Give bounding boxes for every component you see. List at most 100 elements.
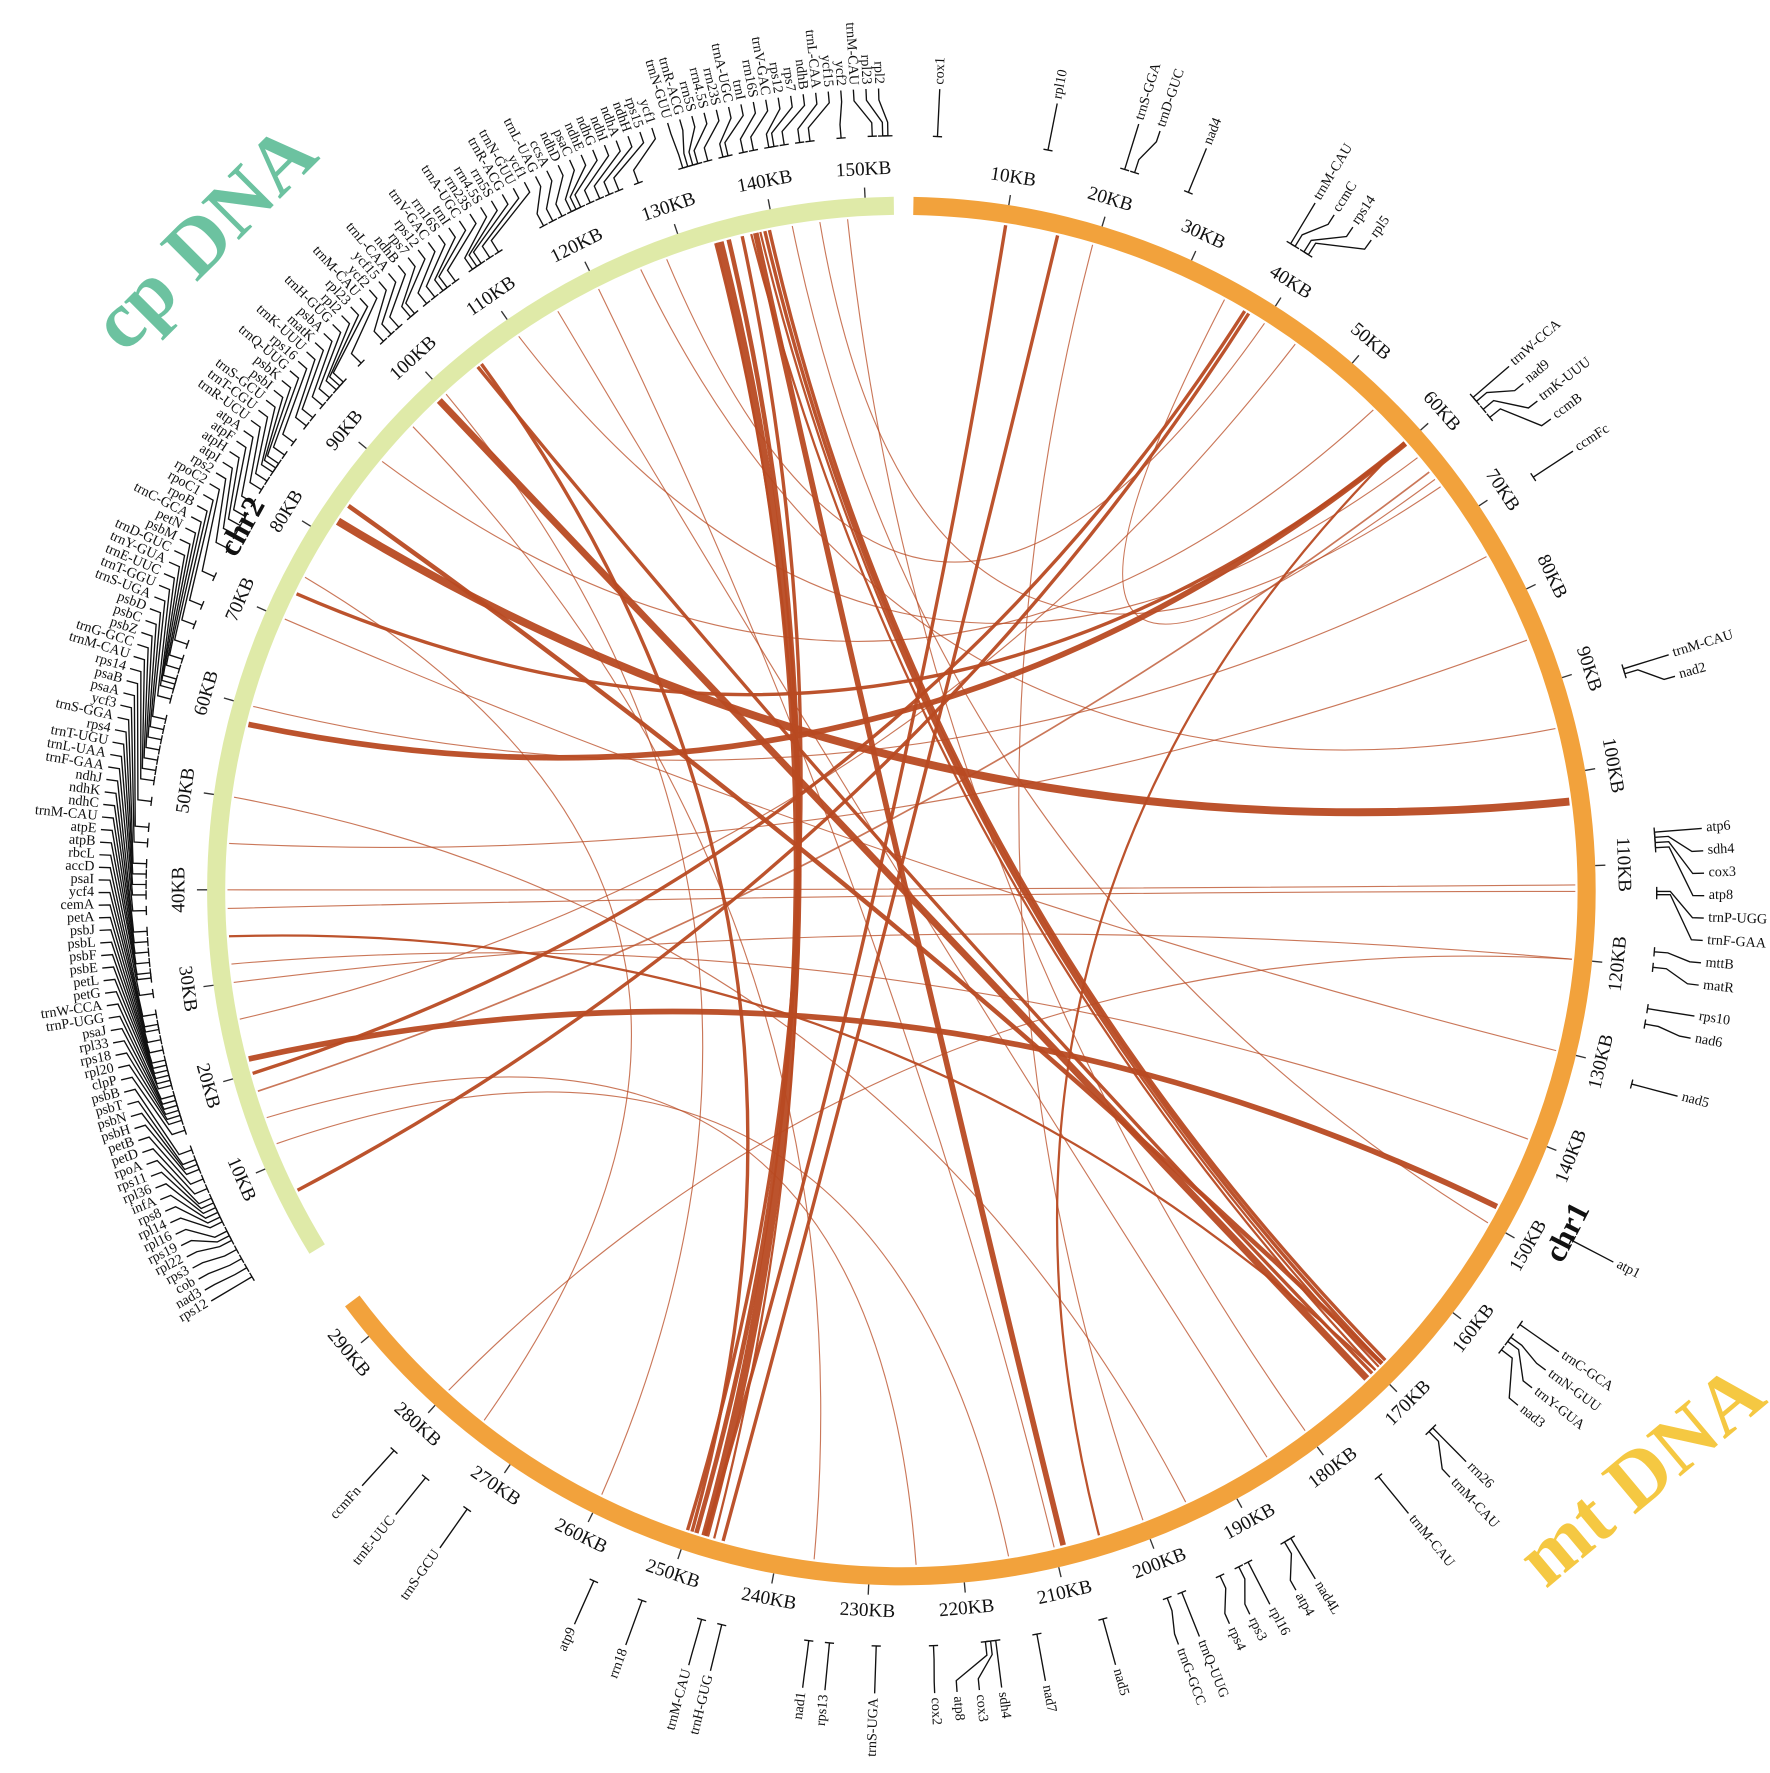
gene-connector [1280, 1539, 1297, 1591]
tick-mark [673, 223, 679, 235]
gene-label: atp4 [1292, 1590, 1318, 1619]
gene-label: petA [67, 909, 96, 926]
link [448, 955, 1572, 1391]
gene-connector [490, 181, 531, 256]
tick-mark [584, 261, 591, 272]
link [713, 243, 800, 1539]
gene-connector [103, 803, 150, 957]
tick-mark [1526, 583, 1536, 590]
gene-connector [232, 440, 249, 521]
tick-label: 140KB [1551, 1127, 1591, 1186]
gene-connector [99, 929, 167, 1065]
gene-connector [108, 766, 148, 916]
gene-connector [709, 1622, 727, 1671]
gene-connector [405, 249, 426, 318]
link [266, 1076, 917, 1565]
gene-label: cox1 [931, 57, 948, 85]
link [666, 259, 1265, 563]
tick-mark [203, 984, 214, 988]
gene-connector [1656, 886, 1704, 919]
gene-connector [738, 101, 757, 155]
gene-connector [703, 109, 720, 163]
gene-connector [186, 1235, 235, 1258]
tick-mark [1101, 216, 1106, 227]
gene-connector [1120, 123, 1140, 172]
gene-connector [1568, 1235, 1614, 1263]
gene-connector [104, 791, 149, 947]
gene-connector [192, 1245, 240, 1269]
gene-label: nad4 [1200, 115, 1225, 146]
gene-connector [168, 527, 197, 664]
gene-label: trnF-GAA [1707, 932, 1768, 952]
gene-label: trnS-UGA [864, 1697, 882, 1757]
gene-connector [573, 1578, 599, 1625]
gene-label: atp8 [1709, 887, 1733, 903]
links [227, 219, 1576, 1565]
tick-label: 240KB [740, 1584, 798, 1615]
tick-label: 90KB [322, 406, 367, 455]
gene-connector [215, 472, 231, 554]
gene-label: rpl2 [871, 61, 888, 84]
gene-label: atp9 [555, 1625, 580, 1654]
gene-connector [1479, 399, 1538, 414]
tick-label: 110KB [463, 272, 520, 320]
gene-connector [395, 1474, 430, 1516]
link [228, 934, 1377, 1371]
tick-mark [1420, 422, 1429, 431]
gene-label: trnP-UGG [1708, 909, 1767, 927]
gene-connector [210, 1272, 255, 1302]
gene-connector [204, 1263, 250, 1291]
gene-connector [123, 692, 150, 832]
gene-label: nad6 [1694, 1030, 1724, 1051]
link [227, 884, 1576, 891]
gene-connector [877, 88, 893, 137]
gene-connector [748, 99, 769, 152]
tick-label: 90KB [1572, 644, 1606, 694]
gene-label: ycf1 [636, 97, 659, 126]
gene-label: nad2 [1677, 659, 1708, 682]
tick-mark [1058, 1567, 1062, 1578]
tick-mark [503, 1464, 511, 1474]
tick-label: 40KB [1266, 261, 1316, 303]
tick-label: 70KB [221, 574, 259, 624]
gene-connector [1215, 1573, 1231, 1625]
link [1122, 299, 1436, 625]
link [231, 952, 1529, 1140]
link [284, 618, 1557, 1052]
gene-connector [1299, 226, 1354, 255]
gene-connector [1428, 1424, 1467, 1463]
gene-connector [1286, 202, 1316, 247]
gene-connector [1472, 382, 1524, 406]
gene-label: rps12 [765, 61, 786, 94]
gene-label: nad5 [1680, 1089, 1711, 1111]
tick-mark [255, 1168, 266, 1174]
gene-label: mttB [1705, 954, 1735, 972]
gene-label: ycf15 [818, 54, 837, 87]
gene-connector [1622, 669, 1676, 681]
gene-connector [438, 220, 467, 291]
gene-connector [129, 667, 156, 786]
tick-label: 20KB [1085, 183, 1135, 216]
gene-label: trnL-CAA [802, 29, 824, 90]
gene-connector [138, 1136, 206, 1186]
tick-mark [587, 1512, 594, 1523]
gene-label: psaA [89, 676, 122, 699]
gene-connector [1653, 947, 1702, 964]
gene-connector [852, 89, 877, 138]
gene-connector [481, 187, 520, 261]
tick-label: 220KB [938, 1595, 995, 1621]
gene-connector [127, 1100, 198, 1166]
gene-label: ycf2 [831, 60, 849, 86]
gene-connector [114, 729, 148, 879]
tick-mark [1546, 1145, 1557, 1151]
gene-connector [240, 430, 257, 508]
gene-connector [574, 149, 598, 210]
tick-label: 200KB [1130, 1544, 1189, 1584]
tick-mark [1585, 768, 1596, 772]
tick-mark [301, 520, 312, 527]
link [296, 312, 1251, 1192]
gene-label: nad5 [1110, 1667, 1133, 1698]
gene-connector [101, 816, 151, 968]
tick-mark [360, 1335, 370, 1344]
gene-connector [1629, 1079, 1678, 1097]
